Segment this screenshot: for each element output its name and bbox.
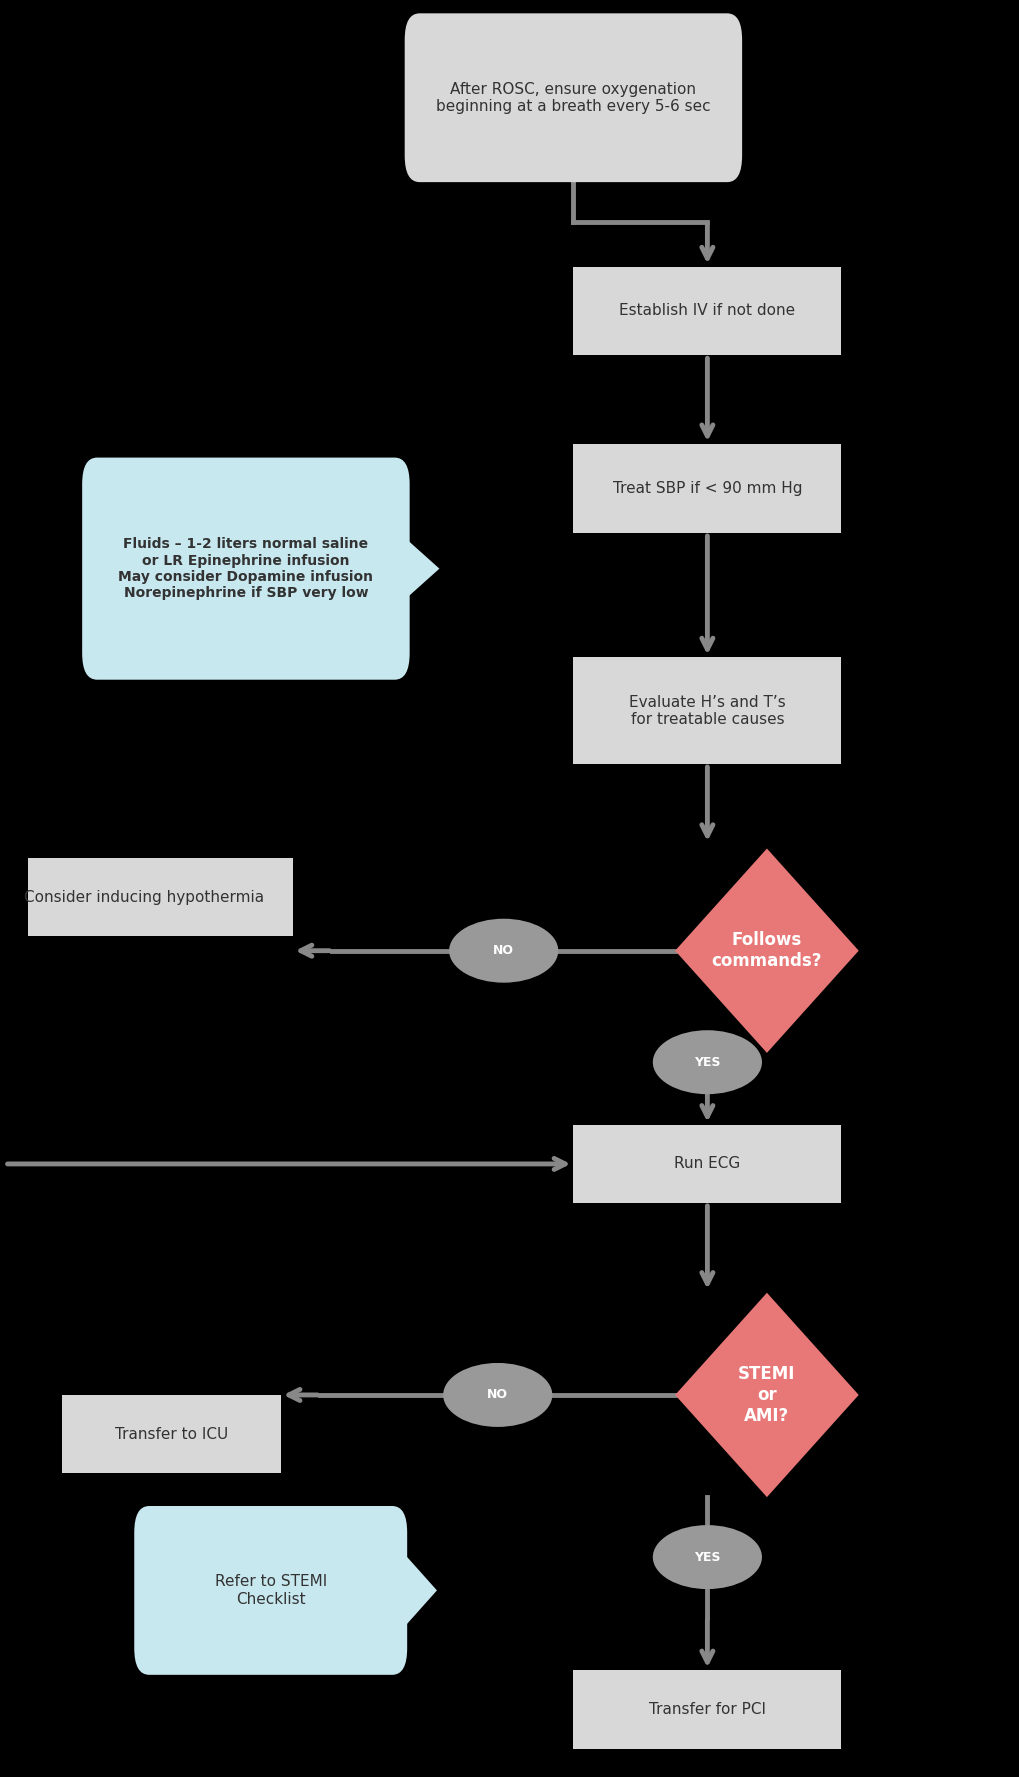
FancyBboxPatch shape <box>83 457 410 679</box>
Ellipse shape <box>448 919 557 983</box>
FancyBboxPatch shape <box>573 1125 841 1203</box>
Ellipse shape <box>652 1031 761 1095</box>
Text: Fluids – 1-2 liters normal saline
or LR Epinephrine infusion
May consider Dopami: Fluids – 1-2 liters normal saline or LR … <box>118 537 373 601</box>
Text: Evaluate H’s and T’s
for treatable causes: Evaluate H’s and T’s for treatable cause… <box>629 695 785 727</box>
FancyBboxPatch shape <box>0 858 292 936</box>
Text: Consider inducing hypothermia: Consider inducing hypothermia <box>23 890 264 904</box>
FancyBboxPatch shape <box>62 1395 280 1473</box>
Text: Follows
commands?: Follows commands? <box>711 931 821 970</box>
Ellipse shape <box>652 1525 761 1589</box>
Text: Transfer to ICU: Transfer to ICU <box>115 1427 228 1441</box>
Text: YES: YES <box>694 1551 720 1564</box>
Polygon shape <box>675 1294 858 1496</box>
Polygon shape <box>675 848 858 1052</box>
Polygon shape <box>396 1546 436 1635</box>
Text: STEMI
or
AMI?: STEMI or AMI? <box>738 1365 795 1425</box>
Text: Refer to STEMI
Checklist: Refer to STEMI Checklist <box>214 1574 326 1606</box>
Text: NO: NO <box>487 1388 507 1402</box>
Text: NO: NO <box>493 944 514 958</box>
FancyBboxPatch shape <box>573 1670 841 1749</box>
FancyBboxPatch shape <box>135 1505 407 1674</box>
Text: YES: YES <box>694 1056 720 1068</box>
Text: Establish IV if not done: Establish IV if not done <box>619 304 795 318</box>
FancyBboxPatch shape <box>405 14 742 183</box>
FancyBboxPatch shape <box>573 444 841 533</box>
Ellipse shape <box>442 1363 551 1427</box>
Text: After ROSC, ensure oxygenation
beginning at a breath every 5-6 sec: After ROSC, ensure oxygenation beginning… <box>436 82 710 114</box>
FancyBboxPatch shape <box>573 267 841 355</box>
FancyBboxPatch shape <box>573 657 841 764</box>
Text: Treat SBP if < 90 mm Hg: Treat SBP if < 90 mm Hg <box>612 482 801 496</box>
Text: Transfer for PCI: Transfer for PCI <box>648 1702 765 1717</box>
Text: Run ECG: Run ECG <box>674 1157 740 1171</box>
Polygon shape <box>399 533 439 604</box>
